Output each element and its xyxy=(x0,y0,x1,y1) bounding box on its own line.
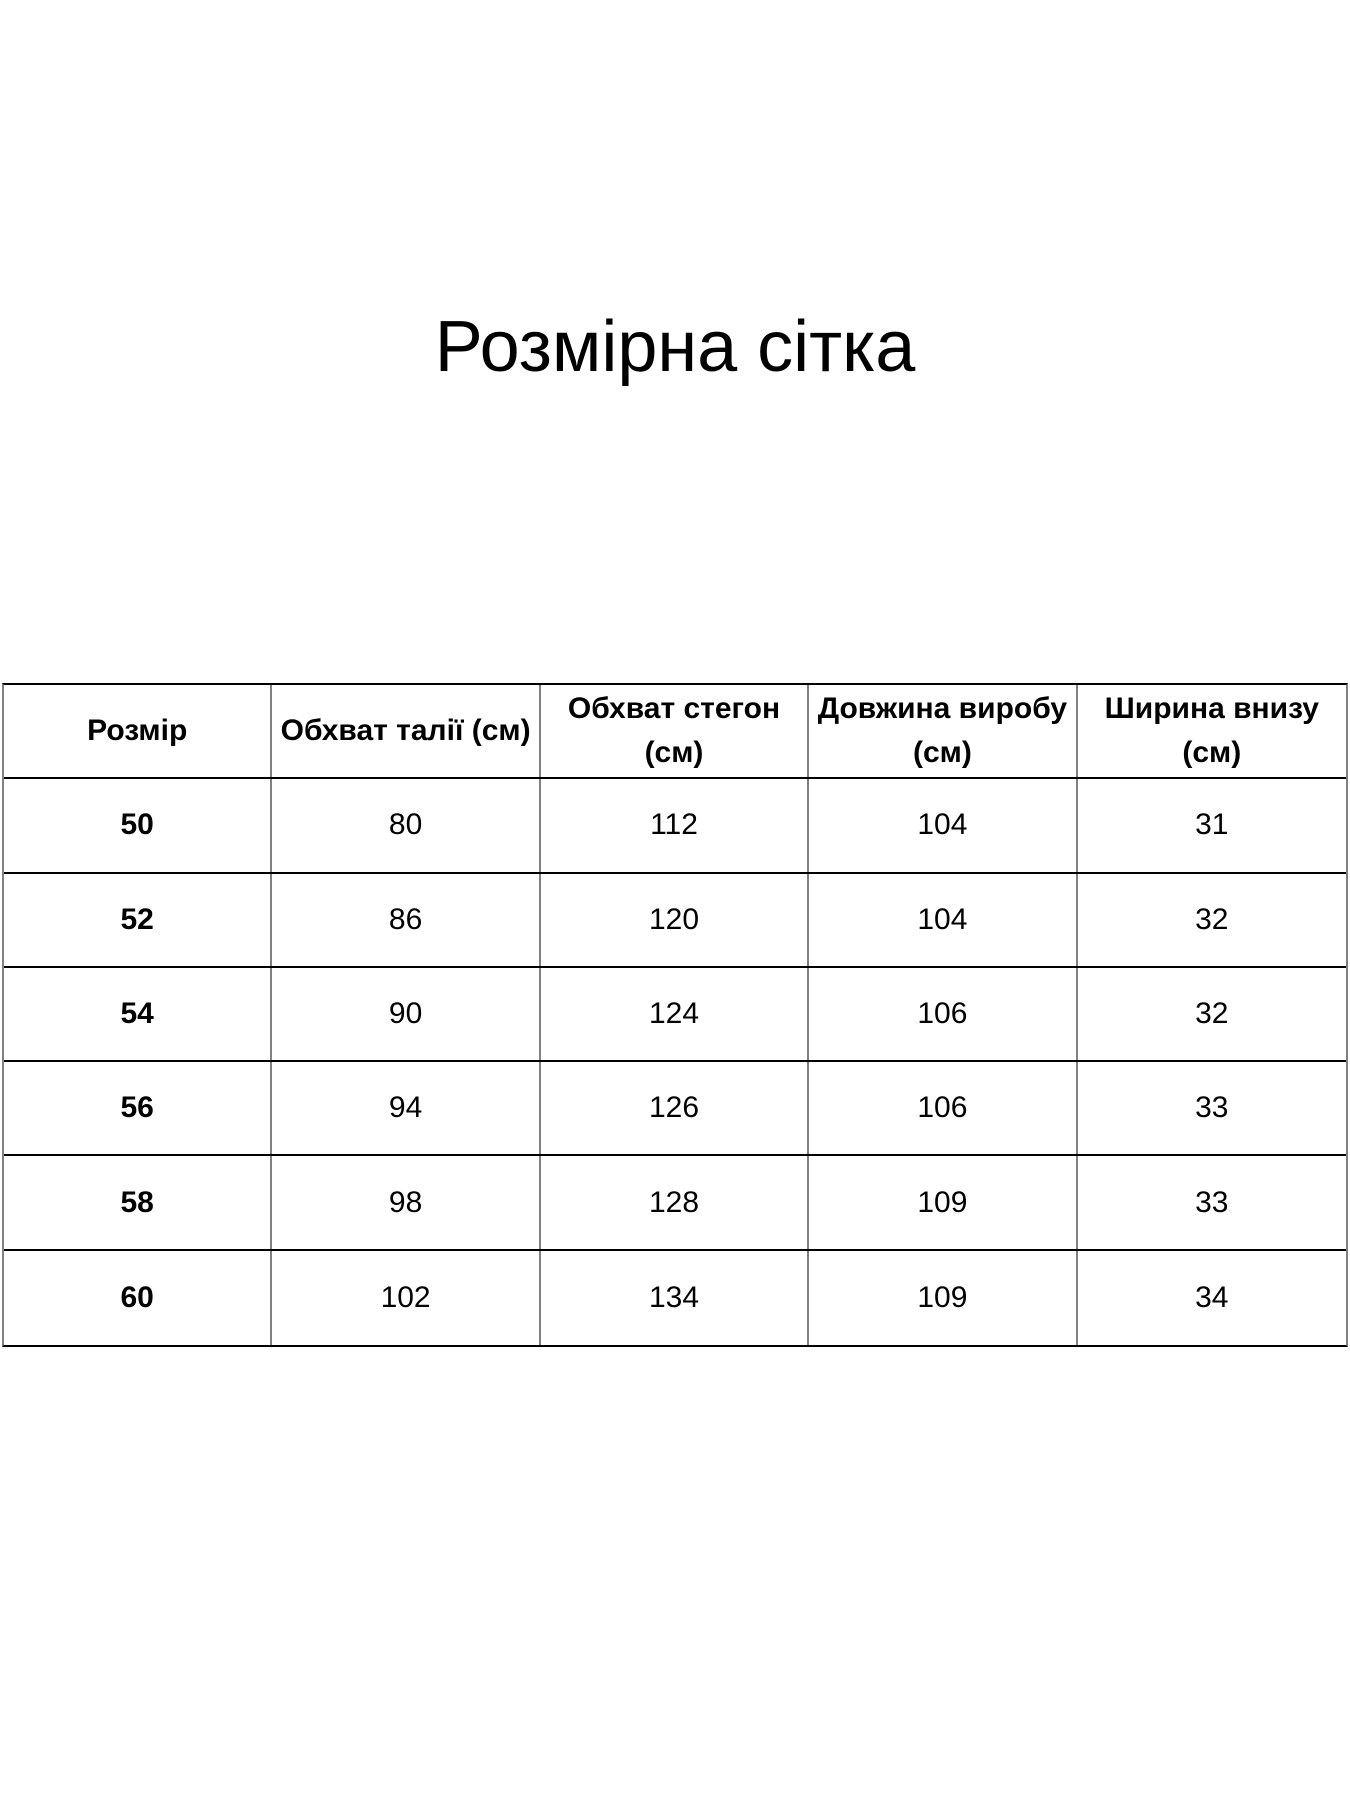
value-cell: 33 xyxy=(1195,1185,1229,1219)
size-cell: 54 xyxy=(4,967,273,1061)
header-cell: Ширина внизу (см) xyxy=(1078,685,1346,777)
size-chart-table: Розмір Обхват талії (см) Обхват стегон (см)… xyxy=(2,683,1348,1347)
value-cell: 94 xyxy=(272,1062,541,1155)
value-cell: 104 xyxy=(809,873,1078,966)
table-row: 50 80 112 104 31 xyxy=(4,779,1346,874)
value-cell: 109 xyxy=(809,1156,1078,1249)
value-cell: 120 xyxy=(541,873,810,966)
header-cell-line: Обхват стегон xyxy=(567,692,781,726)
value-cell: 124 xyxy=(541,967,810,1061)
header-cell-line: (см) xyxy=(1182,736,1242,770)
value-cell: 31 xyxy=(1195,808,1229,842)
size-cell: 60 xyxy=(4,1250,273,1345)
value-cell: 109 xyxy=(809,1250,1078,1345)
table-row: 60 102 134 109 34 xyxy=(4,1250,1346,1345)
page-title: Розмірна сітка xyxy=(434,307,916,388)
value-cell: 98 xyxy=(272,1156,541,1249)
value-cell: 32 xyxy=(1195,902,1229,936)
header-cell-line: Ширина внизу xyxy=(1104,692,1319,726)
size-cell: 58 xyxy=(4,1156,273,1249)
value-cell: 134 xyxy=(541,1250,810,1345)
value-cell: 104 xyxy=(809,779,1078,872)
value-cell: 33 xyxy=(1195,1091,1229,1125)
value-cell: 86 xyxy=(272,873,541,966)
table-row: 54 90 124 106 32 xyxy=(4,967,1346,1063)
value-cell: 102 xyxy=(272,1250,541,1345)
size-cell: 50 xyxy=(4,779,273,872)
size-cell: 52 xyxy=(4,873,273,966)
value-cell: 126 xyxy=(541,1062,810,1155)
value-cell: 112 xyxy=(541,779,810,872)
value-cell: 32 xyxy=(1195,996,1229,1030)
header-cell-line: Розмір xyxy=(87,714,188,748)
header-cell-line: (см) xyxy=(644,736,704,770)
size-cell: 56 xyxy=(4,1062,273,1155)
header-cell: Розмір xyxy=(4,685,273,778)
header-cell-line: Довжина виробу xyxy=(817,692,1068,726)
header-cell: Обхват стегон (см) xyxy=(541,685,810,778)
header-cell-line: (см) xyxy=(912,736,972,770)
value-cell: 106 xyxy=(809,967,1078,1061)
value-cell: 80 xyxy=(272,779,541,872)
value-cell: 90 xyxy=(272,967,541,1061)
value-cell: 128 xyxy=(541,1156,810,1249)
table-row: 58 98 128 109 33 xyxy=(4,1156,1346,1251)
value-cell: 34 xyxy=(1195,1280,1229,1314)
header-cell: Обхват талії (см) xyxy=(272,685,541,778)
table-header-row: Розмір Обхват талії (см) Обхват стегон (см)… xyxy=(4,685,1346,780)
table-row: 52 86 120 104 32 xyxy=(4,873,1346,968)
header-cell-line: Обхват талії (см) xyxy=(280,714,531,748)
table-row: 56 94 126 106 33 xyxy=(4,1062,1346,1157)
header-cell: Довжина виробу (см) xyxy=(809,685,1078,778)
value-cell: 106 xyxy=(809,1062,1078,1155)
